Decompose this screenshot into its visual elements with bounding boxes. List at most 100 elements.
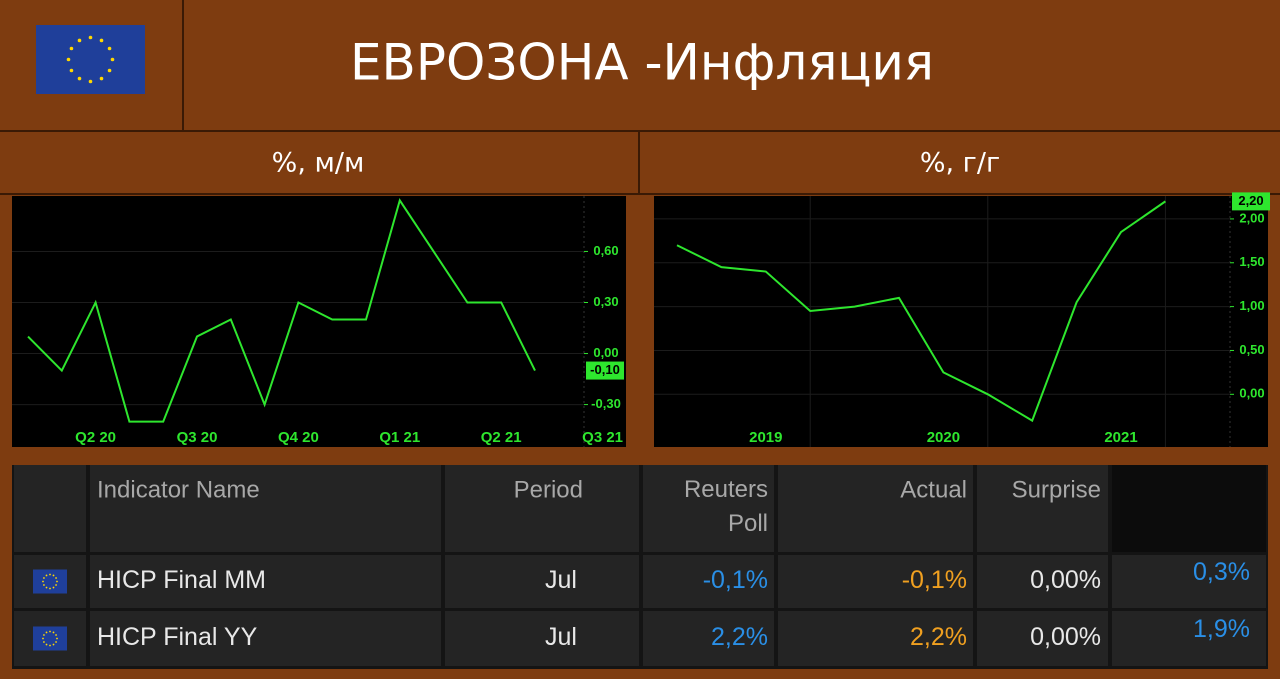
flag-star [55,641,57,643]
x-tick-label: Q2 21 [481,429,522,446]
x-tick-label: Q1 21 [379,429,420,446]
last-value-box [586,361,624,380]
table-value: -0,1% [902,566,967,594]
flag-star [55,634,57,636]
flag-star [69,68,74,73]
charts: 0,60 0,30 0,00 -0,30 Q2 20 Q3 20 Q4 20 Q1 21 Q2 … [12,192,1270,447]
y-tick-label: 1,50 [1239,254,1264,269]
y-tick-label: 1,00 [1239,298,1264,313]
y-tick-label: 2,00 [1239,210,1264,225]
table-cell [90,555,441,608]
y-tick-label: 0,30 [593,294,618,309]
table-value: 0,00% [1030,566,1101,594]
last-value-label: -0,10 [590,362,620,377]
flag-star [42,580,44,583]
data-line [676,200,1166,423]
table-cell [14,465,86,552]
column-header-line: Reuters [684,476,768,503]
column-header: Surprise [1012,476,1101,503]
flag-star [49,573,51,576]
flag-star [110,57,115,62]
column-header: Actual [900,476,967,503]
table-cell [445,555,639,608]
flag-star [45,643,48,646]
flag-star [49,644,51,647]
flag-star [107,68,112,73]
column-header: Reuters Poll [684,476,768,537]
table-cell [445,465,639,552]
column-header-line: Poll [728,510,768,537]
flag-star [107,46,112,51]
table-value: Jul [545,623,577,651]
flag-star [66,57,71,62]
flag-star [99,38,104,43]
flag-star [56,637,58,640]
data-line [27,198,536,423]
flag-star [52,643,55,646]
table-value: 0,00% [1030,623,1101,651]
flag-stars [66,35,115,84]
table-cell [1112,465,1266,552]
chart-title: %, м/м [272,148,365,179]
flag-star [45,631,48,634]
table-cell [778,465,973,552]
column-header: Period [514,476,583,503]
page-title: ЕВРОЗОНА -Инфляция [350,34,934,92]
chart-area [654,196,1268,447]
flag-star [43,634,45,636]
flag-star [42,637,44,640]
y-tick-label: -0,30 [591,396,621,411]
table-cell [778,611,973,666]
table-cell [1112,611,1266,666]
flag-star [45,574,48,577]
y-tick-label: 0,00 [593,345,618,360]
y-tick-label: 0,60 [593,243,618,258]
last-value-label: 2,20 [1238,193,1263,208]
x-tick-label: 2021 [1104,429,1137,446]
flag-star [77,76,82,81]
flag-star [55,584,57,586]
chart-area [12,196,626,447]
table-cell [90,465,441,552]
row-flag [33,569,67,594]
flag-star [43,641,45,643]
table-cell [977,465,1108,552]
table-body: Indicator Name Period Reuters Poll Actual Sur… [14,465,1266,666]
table-value: 1,9% [1193,615,1250,643]
table-value: 0,3% [1193,558,1250,586]
x-tick-label: 2020 [927,429,960,446]
flag-star [52,586,55,589]
table-cell [977,611,1108,666]
last-value-box [1232,192,1270,211]
eu-flag [36,25,145,94]
flag-star [43,577,45,579]
x-tick-label: Q2 20 [75,429,116,446]
x-tick-label: Q3 20 [177,429,218,446]
table-cell [643,465,774,552]
table-value: Jul [545,566,577,594]
table-cell [977,555,1108,608]
x-tick-label: 2019 [749,429,782,446]
x-tick-label: Q4 20 [278,429,319,446]
table-value: HICP Final MM [97,566,266,594]
table-cell [1112,555,1266,608]
flag-star [88,35,93,40]
column-header: Indicator Name [97,476,260,503]
x-tick-label: Q3 21 [582,429,623,446]
y-tick-label: 0,50 [1239,342,1264,357]
flag-star [88,79,93,84]
flag-star [77,38,82,43]
y-tick-label: 0,00 [1239,386,1264,401]
table-value: HICP Final YY [97,623,258,651]
table-cell [90,611,441,666]
flag-star [52,631,55,634]
table-cell [445,611,639,666]
table-value: -0,1% [703,566,768,594]
row-flag [33,626,67,651]
flag-star [69,46,74,51]
table-value: 2,2% [711,623,768,651]
flag-star [49,630,51,633]
flag-star [56,580,58,583]
table-cell [643,555,774,608]
